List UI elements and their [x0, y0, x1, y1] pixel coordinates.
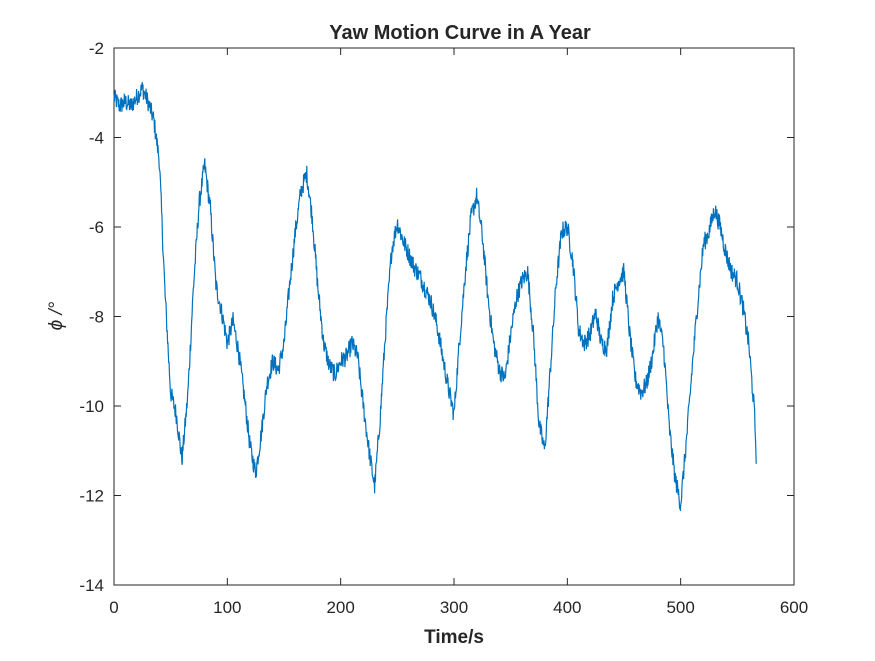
- y-tick-label: -2: [89, 39, 104, 58]
- y-tick-label: -14: [79, 576, 104, 595]
- x-tick-label: 100: [213, 598, 241, 617]
- y-axis-label: ϕ /°: [46, 301, 67, 330]
- x-axis-label: Time/s: [424, 627, 484, 648]
- y-tick-label: -12: [79, 487, 104, 506]
- y-tick-label: -8: [89, 308, 104, 327]
- y-tick-label: -10: [79, 397, 104, 416]
- x-tick-label: 300: [440, 598, 468, 617]
- x-tick-label: 500: [666, 598, 694, 617]
- y-tick-label: -4: [89, 129, 104, 148]
- plot-area: [113, 47, 795, 586]
- x-tick-label: 400: [553, 598, 581, 617]
- chart-title: Yaw Motion Curve in A Year: [329, 22, 591, 44]
- series-line: [113, 81, 757, 512]
- y-axis: -2 -4 -6 -8 -10 -12 -14: [79, 39, 794, 595]
- x-axis: 0 100 200 300 400 500 600: [109, 48, 808, 617]
- y-tick-label: -6: [89, 218, 104, 237]
- x-tick-label: 600: [780, 598, 808, 617]
- x-tick-label: 200: [326, 598, 354, 617]
- x-tick-label: 0: [109, 598, 118, 617]
